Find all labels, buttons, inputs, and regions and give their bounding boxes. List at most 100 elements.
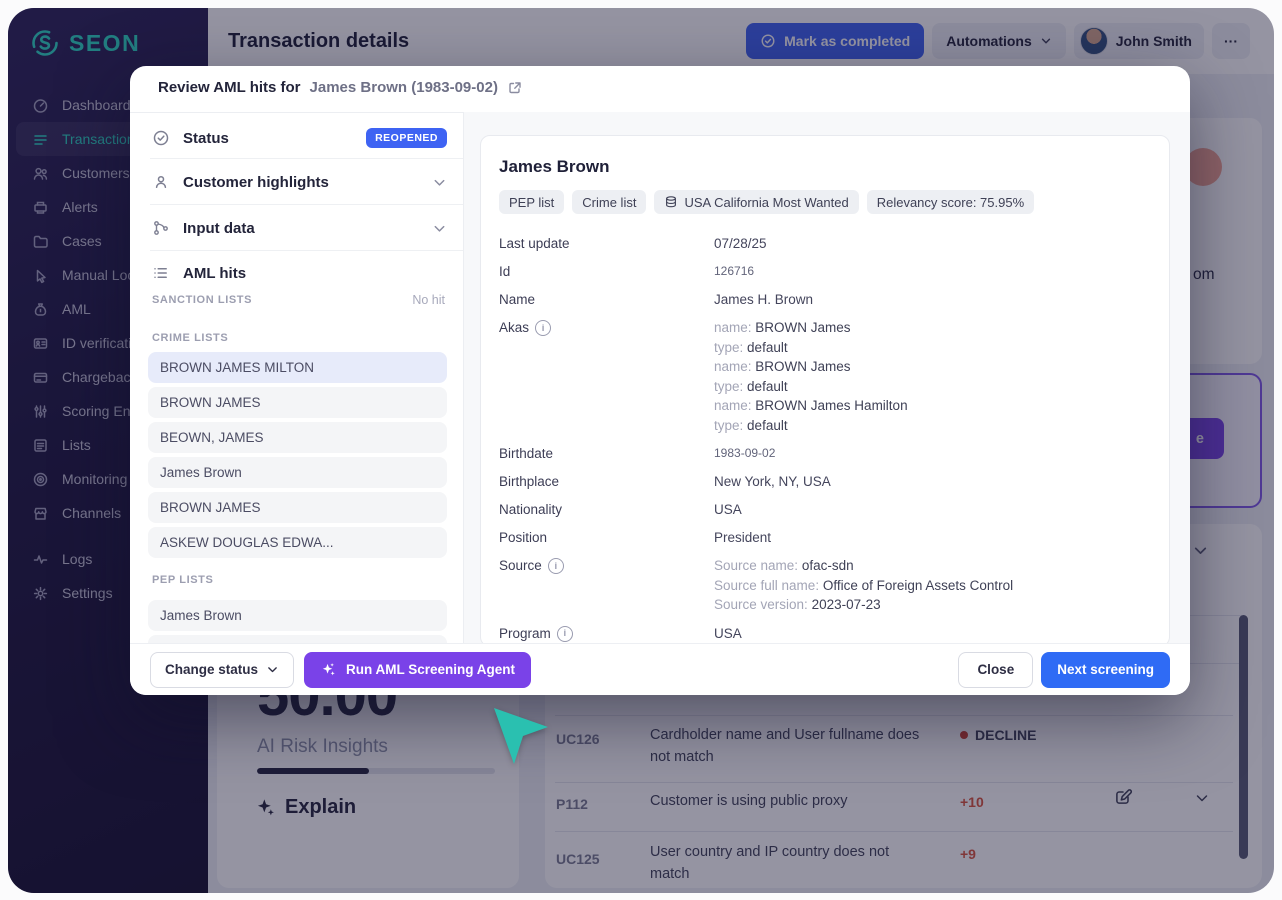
chevron-down-icon[interactable] (1194, 790, 1210, 806)
aml-review-modal: Review AML hits for James Brown (1983-09… (130, 66, 1190, 695)
sidebar-item-aml[interactable]: AML (16, 292, 200, 326)
mark-as-completed-button[interactable]: Mark as completed (746, 23, 925, 59)
divider (463, 112, 464, 643)
topbar-actions: Mark as completed Automations John Smith… (746, 23, 1250, 59)
input-data-row[interactable]: Input data (130, 206, 463, 250)
modal-left-column: Status REOPENED Customer highlights Inpu… (130, 112, 463, 643)
divider (150, 204, 463, 205)
chevron-down-icon (1041, 38, 1050, 44)
aml-hit-label: BROWN JAMES (160, 395, 261, 410)
email-fragment: om (1193, 266, 1215, 283)
scoring-engine-icon (34, 404, 47, 418)
change-status-button[interactable]: Change status (150, 651, 295, 688)
aml-hit-item[interactable]: BEOWN, JAMES (148, 422, 447, 453)
sidebar-item-customers[interactable]: Customers (16, 156, 200, 190)
modal-footer: Change status Run AML Screening Agent Cl… (130, 643, 1190, 695)
sidebar-item-label: Settings (62, 585, 113, 601)
transactions-icon (34, 134, 47, 145)
monitoring-icon (33, 472, 48, 486)
sidebar-item-monitoring[interactable]: Monitoring (16, 462, 200, 496)
sidebar-item-label: AML (62, 301, 91, 317)
change-status-label: Change status (165, 662, 259, 677)
sparkles-icon (257, 799, 274, 816)
info-icon[interactable]: i (556, 625, 573, 642)
customer-highlights-label: Customer highlights (183, 173, 329, 191)
sidebar-nav: Dashboard Transactions Customers Alerts … (16, 88, 200, 610)
modal-detail-region: James Brown PEP list Crime list USA Cali… (464, 112, 1190, 643)
risk-progress-bar (257, 768, 495, 774)
more-button[interactable]: ··· (1212, 23, 1250, 59)
info-icon[interactable]: i (547, 558, 564, 574)
sidebar-item-label: Lists (62, 437, 91, 453)
chevron-down-icon (434, 225, 445, 232)
field-row: Id 126716 (499, 264, 755, 279)
aml-hit-item[interactable]: BROWN JAMES (148, 387, 447, 418)
person-icon (155, 175, 167, 189)
user-name: John Smith (1115, 33, 1192, 49)
rule-score: +10 (960, 794, 984, 810)
aml-hit-item[interactable]: ASKEW DOUGLAS EDWA... (148, 527, 447, 558)
field-row: Akas i name: BROWN James type: default na… (499, 320, 908, 433)
aml-hit-label: BROWN JAMES MILTON (160, 360, 315, 375)
rule-description: User country and IP country does not mat… (650, 844, 890, 882)
tag-pep-list: PEP list (499, 190, 565, 214)
edit-icon[interactable] (1113, 787, 1133, 807)
aml-hit-label: ASKEW DOUGLAS EDWA... (160, 535, 334, 550)
user-menu[interactable]: John Smith (1073, 23, 1204, 59)
rules-scrollbar[interactable] (1239, 615, 1248, 859)
hit-name: James Brown (499, 157, 610, 176)
divider (555, 831, 1233, 832)
chevron-down-icon (268, 667, 277, 673)
aml-hit-item[interactable]: BROWN JAMES (148, 492, 447, 523)
explain-button[interactable]: Explain (255, 796, 356, 819)
rule-code: UC125 (556, 851, 600, 867)
sidebar-item-id-verification[interactable]: ID verification (16, 326, 200, 360)
sidebar-item-chargebacks[interactable]: Chargebacks (16, 360, 200, 394)
chevron-down-icon (434, 179, 445, 186)
sidebar-item-cases[interactable]: Cases (16, 224, 200, 258)
manual-lookup-icon (36, 269, 46, 283)
field-row: Position President (499, 530, 772, 545)
field-row: Source i Source name: ofac-sdn Source ful… (499, 558, 1014, 612)
sanction-lists-value: No hit (412, 293, 445, 307)
seon-logo: SEON (30, 28, 140, 58)
sidebar-item-label: Logs (62, 551, 93, 567)
customer-highlights-row[interactable]: Customer highlights (130, 160, 463, 204)
sidebar-item-dashboard[interactable]: Dashboard (16, 88, 200, 122)
sidebar-item-alerts[interactable]: Alerts (16, 190, 200, 224)
sidebar-item-settings[interactable]: Settings (16, 576, 200, 610)
aml-hit-item[interactable]: James Brown (148, 600, 447, 631)
status-row[interactable]: Status REOPENED (130, 118, 463, 158)
sidebar-item-label: Monitoring (62, 471, 128, 487)
divider (1190, 663, 1242, 664)
aml-hits-row[interactable]: AML hits (130, 252, 463, 294)
next-screening-button[interactable]: Next screening (1041, 651, 1170, 688)
aml-hit-label: James Brown (160, 608, 242, 623)
field-row: Program i USA (499, 625, 742, 642)
rule-description: Cardholder name and User fullname does n… (650, 727, 920, 765)
aml-hit-detail-card: James Brown PEP list Crime list USA Cali… (480, 135, 1170, 643)
topbar: Transaction details Mark as completed Au… (208, 8, 1274, 74)
chevron-down-icon[interactable] (1192, 542, 1209, 559)
close-button[interactable]: Close (958, 651, 1034, 688)
rule-code: UC126 (556, 731, 600, 747)
sidebar-item-label: Dashboard (62, 97, 131, 113)
aml-hit-item[interactable]: James Brown (148, 457, 447, 488)
aml-hits-label: AML hits (183, 264, 247, 282)
aml-hit-item[interactable]: BROWN JAMES MILTON (148, 352, 447, 383)
hit-fields: Last update 07/28/25 Id 126716 Name James H… (499, 234, 1151, 643)
sidebar-item-logs[interactable]: Logs (16, 542, 200, 576)
sidebar-item-lists[interactable]: Lists (16, 428, 200, 462)
list-icon (154, 267, 167, 279)
automations-button[interactable]: Automations (932, 23, 1066, 59)
modal-title-prefix: Review AML hits for (158, 79, 301, 96)
automations-label: Automations (946, 33, 1032, 49)
sidebar-item-channels[interactable]: Channels (16, 496, 200, 530)
sidebar-item-label: Channels (62, 505, 122, 521)
aml-hit-item-partial[interactable] (148, 635, 447, 643)
risk-progress-fill (257, 768, 369, 774)
sidebar-item-label: Customers (62, 165, 130, 181)
run-aml-screening-agent-button[interactable]: Run AML Screening Agent (304, 651, 532, 688)
external-link-icon[interactable] (507, 80, 523, 96)
info-icon[interactable]: i (535, 320, 552, 336)
